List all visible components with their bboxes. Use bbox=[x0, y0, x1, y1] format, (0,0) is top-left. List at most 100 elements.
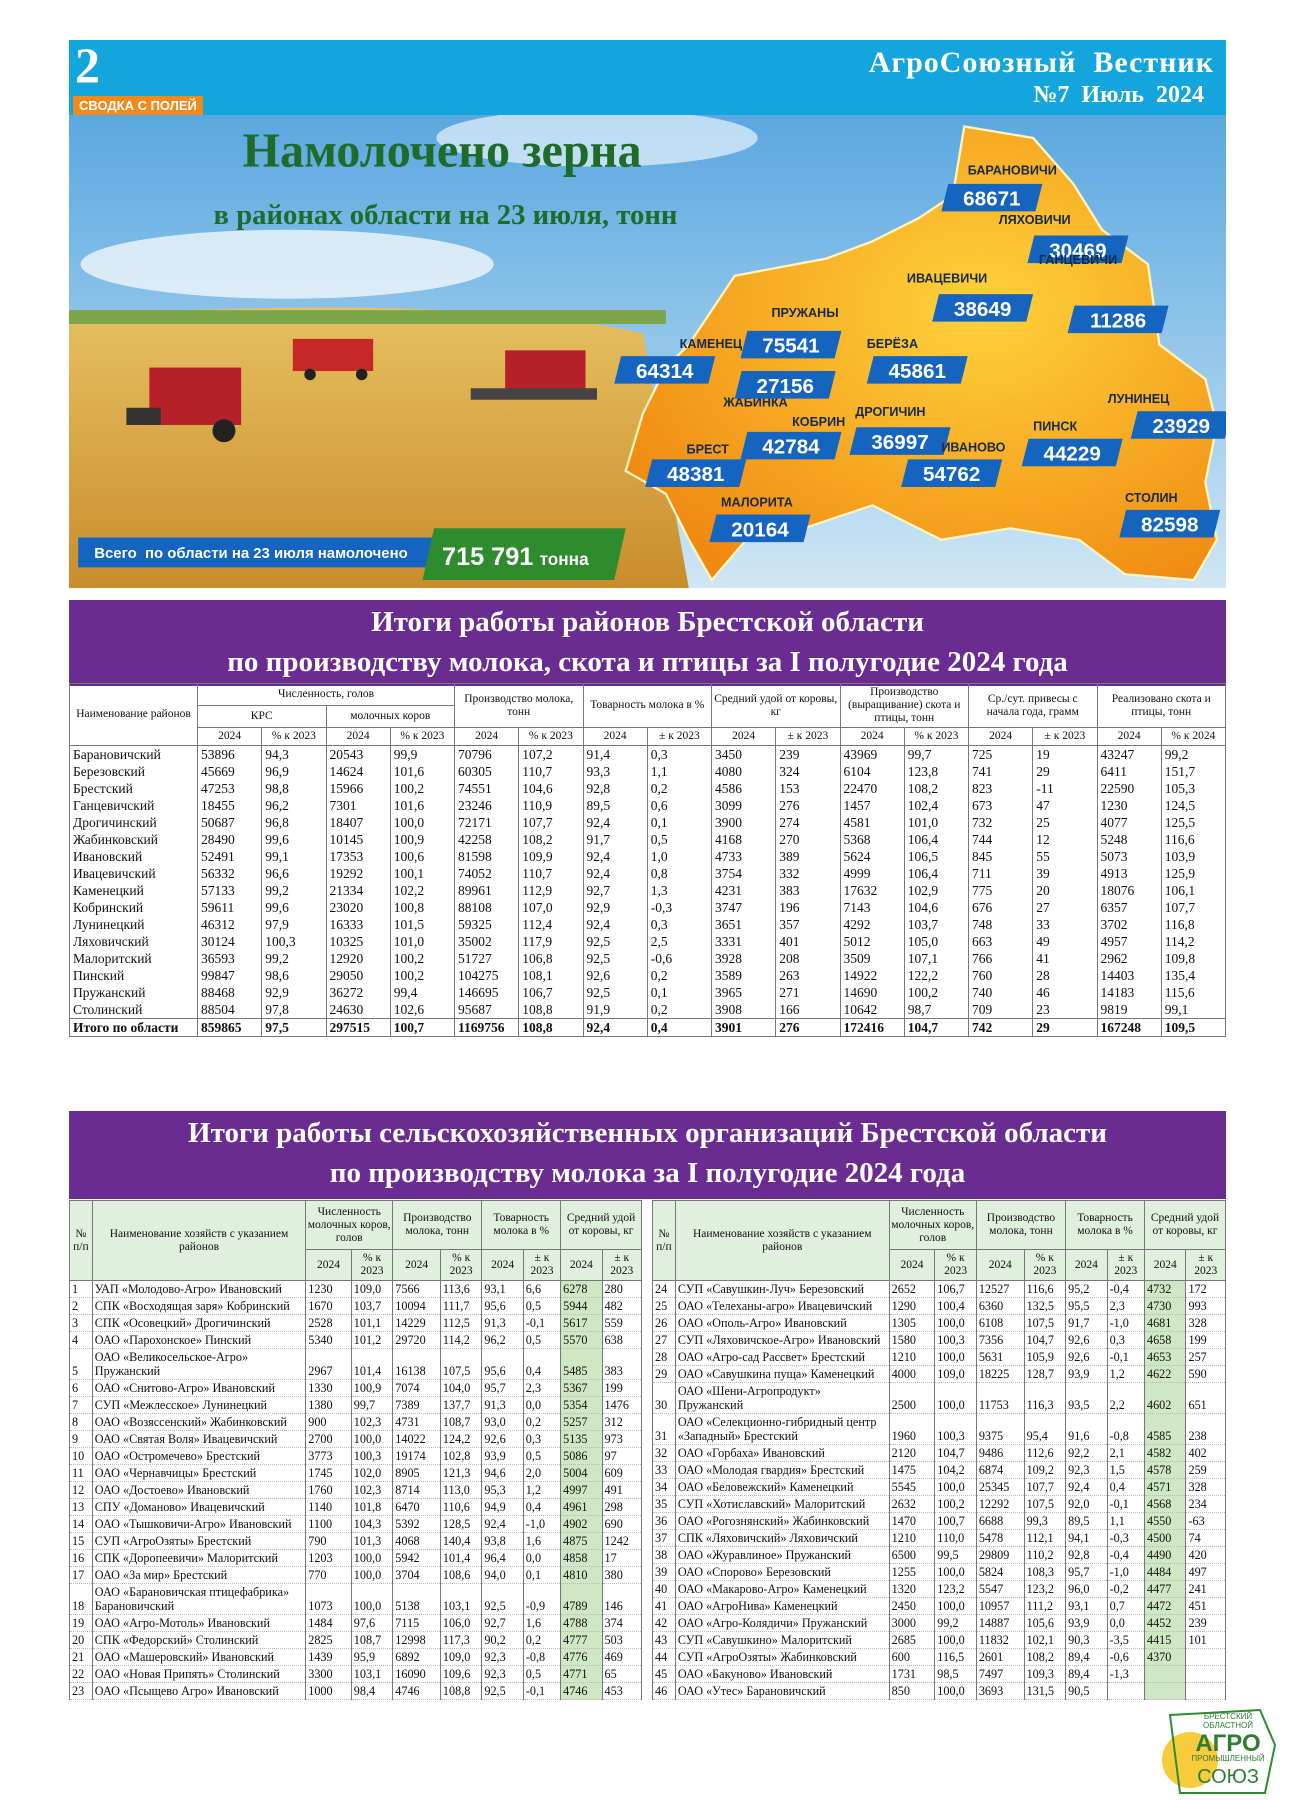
row-number: 25 bbox=[652, 1297, 676, 1315]
table-cell: 146 bbox=[601, 1583, 643, 1615]
row-number: 35 bbox=[652, 1495, 676, 1513]
district-value: 30469 bbox=[1049, 239, 1106, 262]
column-header: Наименование хозяйств с указанием районо… bbox=[91, 1200, 307, 1281]
farm-name: ОАО «Макарово-Агро» Каменецкий bbox=[674, 1580, 890, 1598]
table-row: 18 ОАО «Барановичская птицефабрика» Баран… bbox=[69, 1583, 643, 1615]
row-number: 2 bbox=[69, 1297, 93, 1315]
subheader: % к 2023 bbox=[903, 727, 970, 746]
farm-name: СПК «Восходящая заря» Кобринский bbox=[91, 1297, 307, 1315]
farm-name: СПК «Доропеевичи» Малоритский bbox=[91, 1549, 307, 1567]
table-cell: 14690 bbox=[839, 984, 905, 1001]
table-cell: 100,4 bbox=[934, 1297, 977, 1315]
table-cell: 100,2 bbox=[389, 950, 456, 967]
row-number: 30 bbox=[652, 1382, 676, 1414]
row-number: 5 bbox=[69, 1348, 93, 1380]
table-cell: 2,0 bbox=[522, 1464, 562, 1482]
district-name: Каменецкий bbox=[69, 882, 198, 899]
table-cell: 101,8 bbox=[350, 1498, 394, 1516]
header: 2 СВОДКА С ПОЛЕЙ АгроСоюзный Вестник №7 … bbox=[69, 37, 1226, 116]
table-cell: 109,2 bbox=[1023, 1461, 1067, 1479]
row-number: 38 bbox=[652, 1546, 676, 1564]
subheader: ± к 2023 bbox=[1185, 1249, 1226, 1281]
table-row: 16 СПК «Доропеевичи» Малоритский 1203 100,0… bbox=[69, 1549, 643, 1567]
table-cell: 100,0 bbox=[934, 1314, 977, 1332]
table-cell: 1073 bbox=[305, 1583, 352, 1615]
table-row: 21 ОАО «Машеровский» Ивановский 1439 95,9 68… bbox=[69, 1648, 643, 1666]
table-cell: 109,5 bbox=[1160, 1018, 1227, 1037]
district-name: Ляховичский bbox=[69, 933, 198, 950]
farm-name: ОАО «Утес» Барановичский bbox=[674, 1682, 890, 1700]
table-cell: 5478 bbox=[975, 1529, 1025, 1547]
district-box bbox=[1119, 509, 1221, 538]
table-cell: 3702 bbox=[1096, 916, 1162, 933]
table-cell: 39 bbox=[1032, 865, 1098, 882]
table-cell: 100,9 bbox=[350, 1379, 394, 1397]
table-cell: 6104 bbox=[839, 763, 905, 780]
table-cell: 105,3 bbox=[1160, 780, 1227, 797]
header-row: № п/п Наименование хозяйств с указанием р… bbox=[69, 1200, 642, 1281]
table-cell: -1,0 bbox=[1106, 1563, 1145, 1581]
district-name: Жабинковский bbox=[69, 831, 198, 848]
table-cell: 760 bbox=[967, 967, 1034, 984]
table-cell: 4370 bbox=[1143, 1648, 1187, 1666]
table-cell: 270 bbox=[775, 831, 841, 848]
table-row: 39 ОАО «Спорово» Березовский 1255 100,0 5824… bbox=[652, 1563, 1226, 1581]
row-number: 17 bbox=[69, 1566, 93, 1584]
table-cell: 4771 bbox=[560, 1665, 603, 1683]
table-cell: 638 bbox=[601, 1331, 643, 1349]
table-row: 14 ОАО «Тышковичи-Агро» Ивановский 1100 104… bbox=[69, 1515, 643, 1533]
table-cell: 108,7 bbox=[350, 1631, 394, 1649]
table-cell: 121,3 bbox=[439, 1464, 483, 1482]
table-cell: 491 bbox=[601, 1481, 643, 1499]
farm-name: ОАО «Шени-Агропродукт» Пружанский bbox=[674, 1382, 890, 1414]
district-name: СТОЛИН bbox=[1125, 491, 1178, 505]
table-cell: 5944 bbox=[560, 1297, 603, 1315]
row-number: 16 bbox=[69, 1549, 93, 1567]
table-cell: 50687 bbox=[196, 814, 263, 831]
table-cell: 4292 bbox=[839, 916, 905, 933]
subheader: 2024 bbox=[392, 1249, 441, 1281]
table-row: Итого по области 859865 97,5 297515 100,7 116… bbox=[69, 1018, 1227, 1037]
subheader: % к 2023 bbox=[439, 1249, 483, 1281]
logo-text: АГРО bbox=[1195, 1730, 1260, 1757]
table-cell: 1484 bbox=[305, 1614, 352, 1632]
subgroup-header: молочных коров bbox=[325, 705, 455, 728]
farm-name: СУП «Межлесское» Лунинецкий bbox=[91, 1396, 307, 1414]
farm-name: ОАО «Новая Припять» Столинский bbox=[91, 1665, 307, 1683]
table-row: 38 ОАО «Журавлиное» Пружанский 6500 99,5 298… bbox=[652, 1546, 1226, 1564]
table-cell: 56332 bbox=[196, 865, 263, 882]
table-cell: 3704 bbox=[392, 1566, 441, 1584]
table-cell: 108,6 bbox=[439, 1566, 483, 1584]
table-cell: 115,6 bbox=[1160, 984, 1227, 1001]
table-cell: 96,0 bbox=[1065, 1580, 1108, 1598]
table-cell: 124,2 bbox=[439, 1430, 483, 1448]
table-cell: 103,7 bbox=[903, 916, 970, 933]
table-cell: 4658 bbox=[1143, 1331, 1187, 1349]
table-cell: 108,2 bbox=[1023, 1648, 1067, 1666]
district-name: Брестский bbox=[69, 780, 198, 797]
table-cell: 993 bbox=[1185, 1297, 1226, 1315]
table-cell: 1380 bbox=[305, 1396, 352, 1414]
table-cell: 123,8 bbox=[903, 763, 970, 780]
table-cell: 103,7 bbox=[350, 1297, 394, 1315]
table-cell: 88108 bbox=[453, 899, 520, 916]
table-cell: 27 bbox=[1032, 899, 1098, 916]
table-cell: 95,9 bbox=[350, 1648, 394, 1666]
table-cell: 5368 bbox=[839, 831, 905, 848]
table-cell: 18455 bbox=[196, 797, 263, 814]
row-number: 26 bbox=[652, 1314, 676, 1332]
table-cell: 7497 bbox=[975, 1665, 1025, 1683]
table-cell: 92,8 bbox=[582, 780, 648, 797]
table-cell: 328 bbox=[1185, 1314, 1226, 1332]
district-value: 44229 bbox=[1043, 443, 1100, 466]
table-row: Лунинецкий 46312 97,9 16333 101,5 59325 112,4 9… bbox=[69, 916, 1227, 933]
table-cell: 2,5 bbox=[646, 933, 713, 950]
table-body: Барановичский 53896 94,3 20543 99,9 70796 107,… bbox=[69, 745, 1227, 1037]
table-cell: -0,8 bbox=[522, 1648, 562, 1666]
row-number: 44 bbox=[652, 1648, 676, 1666]
table-cell: 135,4 bbox=[1160, 967, 1227, 984]
table-cell: 482 bbox=[601, 1297, 643, 1315]
table-row: 1 УАП «Молодово-Агро» Ивановский 1230 109,0… bbox=[69, 1280, 643, 1298]
table-cell: -0,4 bbox=[1106, 1546, 1145, 1564]
table-cell: 101,2 bbox=[350, 1331, 394, 1349]
